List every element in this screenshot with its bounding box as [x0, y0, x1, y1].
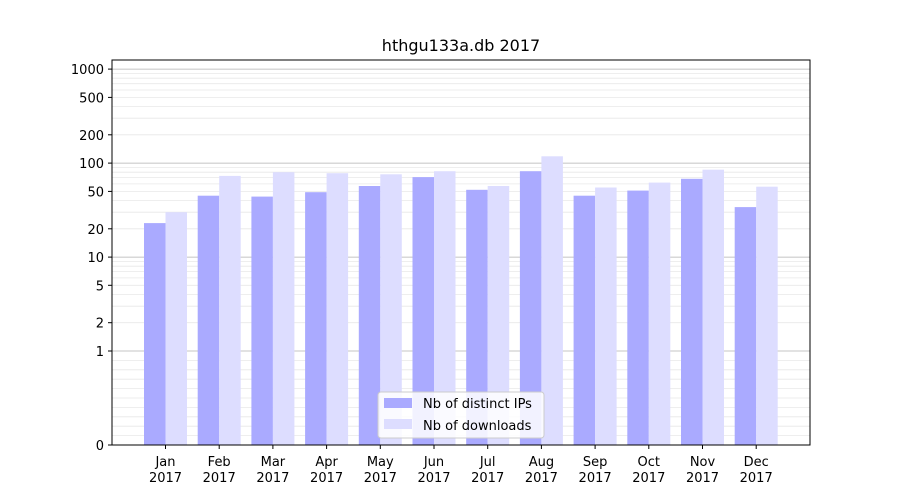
x-tick-label: Jan	[154, 455, 175, 470]
bar-nb-of-downloads-feb	[219, 175, 241, 445]
bar-nb-of-distinct-ips-dec	[734, 207, 757, 445]
x-tick-label: Apr	[315, 455, 338, 470]
bar-nb-of-downloads-jul	[487, 186, 510, 445]
legend-box	[377, 391, 545, 439]
x-tick-label: Jun	[423, 455, 444, 470]
bar-nb-of-downloads-apr	[326, 173, 349, 445]
x-tick-label: Oct	[638, 455, 660, 470]
y-tick-label: 100	[79, 157, 104, 172]
x-axis: Jan2017Feb2017Mar2017Apr2017May2017Jun20…	[149, 445, 773, 486]
y-tick-label: 20	[87, 223, 104, 238]
bar-nb-of-downloads-dec	[756, 186, 778, 445]
x-tick-label: 2017	[740, 471, 773, 486]
x-tick-label: 2017	[471, 471, 504, 486]
y-tick-label: 500	[79, 91, 104, 106]
y-tick-label: 10	[87, 251, 104, 266]
x-tick-label: 2017	[256, 471, 289, 486]
x-tick-label: 2017	[364, 471, 397, 486]
bar-nb-of-downloads-nov	[702, 169, 724, 445]
y-tick-label: 200	[79, 129, 104, 144]
bar-nb-of-distinct-ips-jun	[412, 177, 434, 445]
bar-nb-of-distinct-ips-sep	[573, 195, 596, 445]
y-tick-label: 1	[96, 345, 104, 360]
bar-nb-of-downloads-oct	[648, 182, 671, 445]
x-tick-label: 2017	[525, 471, 558, 486]
bar-nb-of-distinct-ips-nov	[681, 178, 703, 446]
bar-nb-of-distinct-ips-feb	[197, 195, 220, 445]
legend-swatch-distinct-ips	[384, 398, 412, 408]
legend: Nb of distinct IPs Nb of downloads	[377, 391, 545, 439]
x-tick-label: May	[367, 455, 394, 470]
y-axis: 0 1 2 5 10 20 50 100 200 500 1000	[71, 63, 112, 454]
x-tick-label: Nov	[690, 455, 716, 470]
bars-group	[144, 156, 778, 446]
y-tick-label: 50	[87, 185, 104, 200]
legend-label-downloads: Nb of downloads	[423, 419, 532, 434]
x-tick-label: Sep	[583, 455, 608, 470]
bar-nb-of-distinct-ips-jul	[466, 189, 488, 445]
bar-nb-of-distinct-ips-jan	[144, 223, 166, 445]
bar-nb-of-distinct-ips-apr	[305, 192, 327, 445]
x-tick-label: Jul	[479, 455, 496, 470]
bar-nb-of-downloads-jun	[434, 171, 456, 445]
plot-frame	[111, 59, 811, 446]
x-tick-label: Dec	[744, 455, 769, 470]
bar-nb-of-distinct-ips-may	[358, 186, 381, 445]
bar-nb-of-distinct-ips-aug	[519, 171, 542, 445]
y-tick-label: 2	[96, 317, 104, 332]
bar-nb-of-downloads-sep	[595, 187, 617, 445]
y-tick-label: 0	[96, 439, 104, 454]
x-tick-label: 2017	[149, 471, 182, 486]
x-tick-label: 2017	[579, 471, 612, 486]
x-tick-label: 2017	[417, 471, 450, 486]
legend-label-distinct-ips: Nb of distinct IPs	[423, 397, 532, 412]
x-tick-label: 2017	[310, 471, 343, 486]
x-tick-label: 2017	[632, 471, 665, 486]
legend-swatch-downloads	[384, 419, 412, 429]
bar-nb-of-downloads-may	[380, 174, 402, 446]
x-tick-label: 2017	[203, 471, 236, 486]
x-tick-label: Feb	[208, 455, 231, 470]
bar-nb-of-distinct-ips-oct	[627, 190, 649, 445]
bar-nb-of-distinct-ips-mar	[251, 196, 273, 445]
x-tick-label: 2017	[686, 471, 719, 486]
x-tick-label: Aug	[529, 455, 554, 470]
bar-nb-of-downloads-mar	[272, 172, 295, 445]
y-tick-label: 5	[96, 279, 104, 294]
y-tick-label: 1000	[71, 63, 104, 78]
bar-nb-of-downloads-jan	[165, 212, 187, 445]
x-tick-label: Mar	[261, 455, 286, 470]
bar-nb-of-downloads-aug	[541, 156, 563, 446]
chart-title: hthgu133a.db 2017	[382, 36, 540, 55]
